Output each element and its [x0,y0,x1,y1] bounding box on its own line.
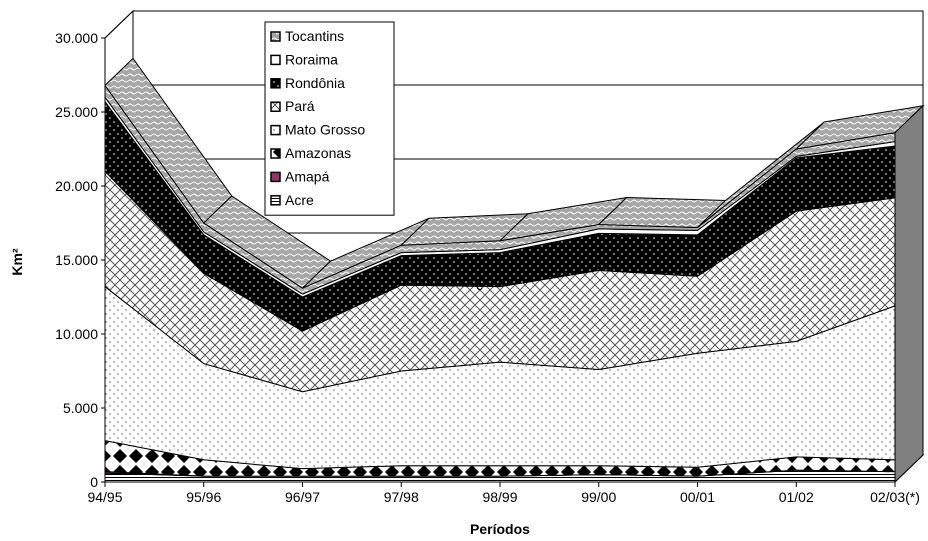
gridline [104,84,923,113]
y-tick-label: 25.000 [55,104,98,120]
x-tick-label: 97/98 [384,489,419,505]
legend-swatch-mato-grosso [270,124,281,136]
legend-swatch-amazonas [270,148,281,159]
legend-label-amazonas: Amazonas [285,145,351,161]
legend-swatch-par- [270,101,281,112]
legend-swatch-acre [270,195,281,206]
legend-label-tocantins: Tocantins [285,28,344,44]
x-tick-label: 02/03(*) [870,489,920,505]
x-tick-label: 94/95 [87,489,122,505]
y-tick-label: 0 [90,474,98,490]
gridline [104,10,923,39]
legend-swatch-rond-nia [270,78,281,89]
legend-swatch-roraima [270,54,281,66]
legend-box [264,21,395,216]
x-tick-label: 01/02 [779,489,814,505]
area-series [104,57,925,484]
y-tick-label: 5.000 [63,400,98,416]
legend-label-roraima: Roraima [285,51,338,67]
y-tick-label: 30.000 [55,30,98,46]
legend-label-mato-grosso: Mato Grosso [285,122,365,138]
legend-label-par-: Pará [285,98,315,114]
x-tick-label: 96/97 [285,489,320,505]
y-tick-label: 15.000 [55,252,98,268]
chart-annotation: c [476,277,483,293]
legend-label-amap-: Amapá [285,168,330,184]
area-side-face [894,104,924,484]
y-axis-title: Km² [9,248,25,276]
legend-swatch-tocantins [270,31,281,42]
legend-swatch-amap- [270,171,281,183]
y-tick-label: 20.000 [55,178,98,194]
legend-label-rond-nia: Rondônia [285,75,345,91]
tick-labels: 0 5.000 10.000 15.000 20.000 25.000 30.000 94/9… [55,30,920,505]
x-tick-label: 98/99 [482,489,517,505]
legend-label-acre: Acre [285,192,314,208]
y-tick-label: 10.000 [55,326,98,342]
legend: Tocantins Roraima Rondônia Pará Mato Grosso A… [264,21,395,216]
x-tick-label: 95/96 [186,489,221,505]
x-tick-label: 99/00 [581,489,616,505]
x-axis-title: Períodos [470,521,530,537]
x-tick-label: 00/01 [680,489,715,505]
